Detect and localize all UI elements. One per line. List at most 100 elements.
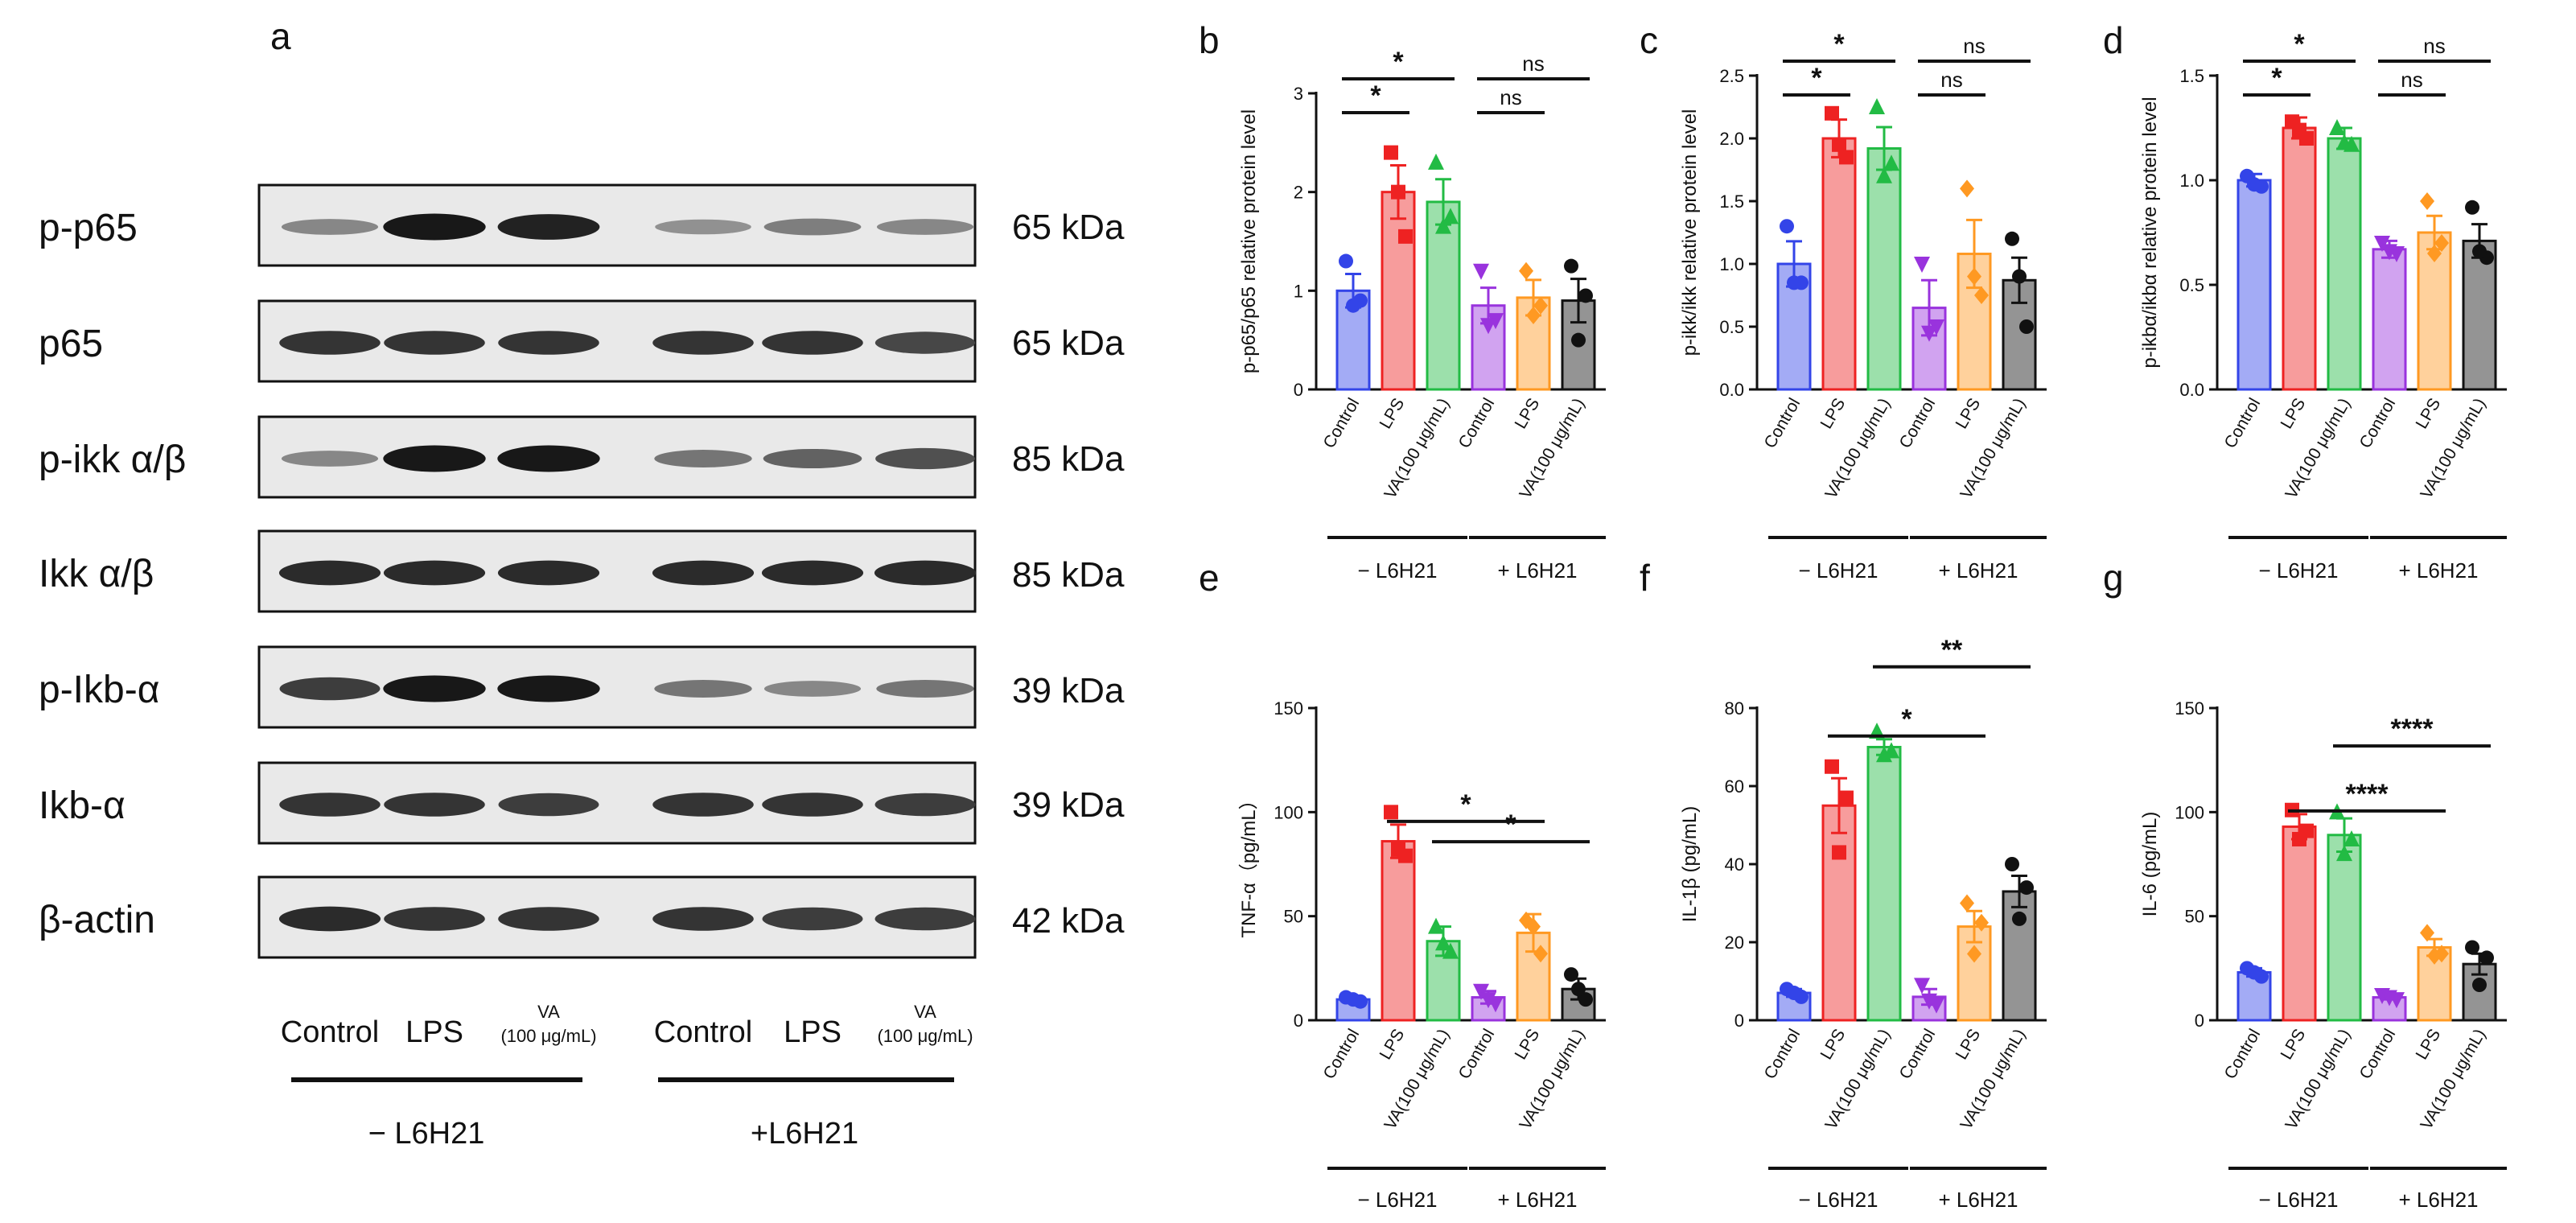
group-label-plus: + L6H21 — [2398, 558, 2478, 583]
data-point — [2344, 830, 2360, 846]
significance-label: ns — [1940, 68, 1962, 92]
group-label-minus: − L6H21 — [2258, 1188, 2338, 1212]
data-point — [2005, 231, 2019, 246]
significance-label: * — [1370, 80, 1381, 111]
data-point — [2434, 234, 2449, 252]
blot-band — [762, 907, 863, 931]
data-point — [2247, 177, 2261, 192]
category-label: LPS — [1817, 395, 1850, 432]
category-label: Control — [1320, 1026, 1364, 1082]
data-point — [2472, 244, 2487, 259]
significance-label: ns — [1963, 34, 1985, 58]
data-point — [1346, 992, 1360, 1007]
lane-label: Control — [653, 1015, 753, 1049]
data-point — [2479, 950, 2494, 966]
y-tick-label: 1.5 — [2179, 66, 2204, 86]
protein-label: p65 — [39, 323, 104, 365]
blot-band — [497, 560, 600, 586]
group-label-minus: − L6H21 — [2258, 558, 2338, 583]
category-label: Control — [2356, 395, 2400, 451]
significance-label: ns — [2401, 68, 2422, 92]
data-point — [1428, 153, 1444, 170]
panel-letter-d: d — [2103, 19, 2124, 61]
data-point — [1780, 219, 1794, 234]
lane-label: LPS — [784, 1015, 842, 1049]
data-point — [1967, 945, 1981, 963]
data-point — [1839, 790, 1854, 805]
blot-band — [874, 560, 977, 586]
data-point — [1526, 307, 1541, 324]
data-point — [1480, 992, 1496, 1009]
bar — [1381, 191, 1416, 391]
y-tick-label: 0 — [2195, 1011, 2204, 1031]
significance-label: **** — [2391, 714, 2434, 744]
data-point — [2381, 244, 2397, 261]
y-tick-label: 0 — [1294, 380, 1303, 400]
y-axis-label: TNF-α（pg/mL） — [1238, 790, 1260, 937]
significance-label: * — [1393, 47, 1404, 77]
data-point — [1571, 982, 1586, 997]
category-label: Control — [1761, 1026, 1804, 1082]
blot-band — [384, 907, 485, 931]
lane-label: VA — [537, 1002, 560, 1022]
bar — [2327, 137, 2362, 391]
blot-band — [876, 219, 974, 235]
protein-label: β-actin — [39, 899, 155, 941]
y-tick-label: 0 — [1294, 1011, 1303, 1031]
protein-label: p-p65 — [39, 207, 138, 249]
blot-band — [278, 560, 381, 586]
y-tick-label: 2.0 — [1719, 129, 1744, 149]
panel-letter-b: b — [1199, 19, 1220, 61]
significance-label: ns — [1522, 51, 1544, 76]
blot-band — [384, 793, 485, 817]
significance-label: ns — [2423, 34, 2445, 58]
chart-panel-d: d 0.0 0.5 1.0 1.5 p-ikbα/ikbα relative protei… — [2103, 19, 2507, 583]
data-point — [2336, 134, 2352, 150]
data-point — [1876, 746, 1892, 763]
data-point — [1825, 759, 1839, 774]
y-tick-label: 2.5 — [1719, 66, 1744, 86]
data-point — [1564, 967, 1578, 982]
blot-band — [384, 331, 485, 355]
data-point — [1914, 257, 1930, 273]
data-point — [1480, 318, 1496, 335]
blot-band — [762, 331, 863, 355]
blot-band — [652, 907, 754, 931]
kda-label: 65 kDa — [1012, 323, 1125, 363]
data-point — [1473, 983, 1489, 1000]
data-point — [1473, 263, 1489, 280]
y-axis-label: p-ikk/ikk relative protein level — [1679, 109, 1701, 356]
y-tick-label: 3 — [1294, 84, 1303, 104]
category-label: LPS — [1953, 395, 1985, 432]
group-label-minus: − L6H21 — [1357, 558, 1437, 583]
blot-band — [497, 214, 600, 240]
protein-label: Ikb-α — [39, 784, 126, 827]
blot-band — [763, 448, 862, 469]
significance-label: **** — [2346, 779, 2389, 809]
data-point — [1442, 208, 1459, 224]
bar — [2327, 834, 2362, 1022]
kda-label: 85 kDa — [1012, 439, 1125, 479]
group-label-minus: − L6H21 — [1798, 1188, 1878, 1212]
data-point — [2329, 119, 2345, 135]
data-point — [1839, 150, 1854, 165]
category-label: Control — [1896, 1026, 1940, 1082]
bar — [1866, 146, 1902, 391]
y-tick-label: 40 — [1725, 854, 1744, 875]
y-tick-label: 0.0 — [2179, 380, 2204, 400]
data-point — [1488, 313, 1504, 330]
data-point — [1346, 298, 1360, 313]
lane-sublabel: (100 μg/mL) — [877, 1026, 973, 1046]
blot-band — [652, 331, 754, 355]
bar — [1821, 137, 1857, 391]
blot-band — [497, 445, 600, 472]
significance-label: * — [1901, 704, 1912, 735]
data-point — [2005, 857, 2019, 871]
category-label: LPS — [1512, 1026, 1544, 1063]
category-label: Control — [2221, 395, 2265, 451]
panel-letter-g: g — [2103, 557, 2124, 599]
data-point — [1384, 145, 1398, 160]
blot-band — [498, 907, 599, 931]
